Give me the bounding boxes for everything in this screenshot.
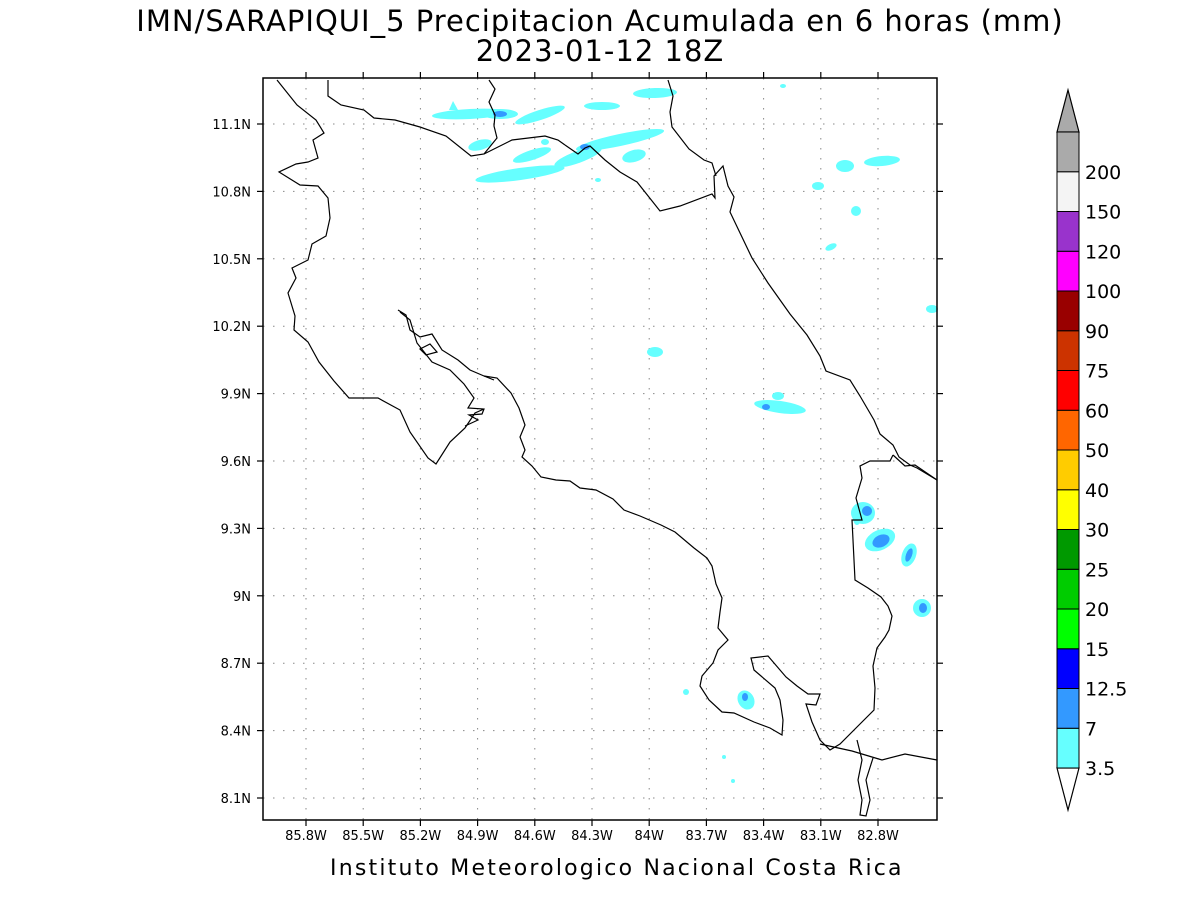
colorbar-label: 100 (1085, 281, 1121, 303)
colorbar-swatch (1056, 370, 1080, 411)
lon-label: 84W (634, 829, 664, 844)
lat-label: 9.9N (221, 388, 251, 403)
colorbar-label: 120 (1085, 241, 1121, 263)
footer-credit: Instituto Meteorologico Nacional Costa R… (330, 856, 904, 881)
colorbar-swatch (1056, 489, 1080, 530)
map-grid (263, 78, 937, 820)
lat-label: 8.4N (221, 725, 251, 740)
lat-label: 9.3N (221, 522, 251, 537)
colorbar-swatch (1056, 529, 1080, 570)
chart-date: 2023-01-12 18Z (475, 34, 725, 68)
lat-label: 9.6N (221, 455, 251, 470)
lat-label: 10.8N (212, 185, 251, 200)
coastline (276, 79, 938, 817)
colorbar-label: 60 (1085, 400, 1109, 422)
lon-label: 85.8W (285, 829, 327, 844)
colorbar-swatch (1056, 449, 1080, 491)
colorbar-label: 40 (1085, 480, 1109, 502)
lat-label: 8.7N (221, 657, 251, 672)
colorbar-upper-arrow (1056, 87, 1080, 133)
colorbar-label: 150 (1085, 202, 1121, 224)
colorbar-swatch (1056, 131, 1080, 173)
colorbar-swatch (1056, 688, 1080, 729)
colorbar-swatch (1056, 290, 1080, 332)
colorbar-swatch (1056, 211, 1080, 252)
chart-title: IMN/SARAPIQUI_5 Precipitacion Acumulada … (136, 4, 1064, 38)
colorbar-label: 12.5 (1085, 679, 1127, 701)
lat-label: 10.2N (212, 320, 251, 335)
colorbar-swatch (1056, 727, 1080, 769)
axis-ticks: 11.1N 10.8N 10.5N 10.2N 9.9N 9.6N 9.3N 9N 8.7N 8.… (212, 72, 943, 844)
colorbar-swatch (1056, 171, 1080, 212)
lon-label: 85.5W (342, 829, 384, 844)
colorbar-label: 50 (1085, 440, 1109, 462)
lat-label: 10.5N (212, 253, 251, 268)
lat-label: 11.1N (212, 118, 251, 133)
colorbar-swatch (1056, 568, 1080, 610)
lon-label: 83.1W (800, 829, 842, 844)
colorbar-swatch (1056, 608, 1080, 650)
lon-label: 84.9W (457, 829, 499, 844)
lon-label: 84.3W (571, 829, 613, 844)
colorbar-swatch (1056, 409, 1080, 451)
lat-label: 9N (233, 590, 251, 605)
lon-label: 83.7W (685, 829, 727, 844)
colorbar-label: 7 (1085, 718, 1097, 740)
colorbar-label: 15 (1085, 639, 1109, 661)
lon-label: 85.2W (399, 829, 441, 844)
colorbar-label: 75 (1085, 361, 1109, 383)
lon-label: 83.4W (743, 829, 785, 844)
colorbar-swatch (1056, 648, 1080, 689)
colorbar-swatch (1056, 330, 1080, 371)
colorbar-label: 90 (1085, 321, 1109, 343)
lon-label: 82.8W (857, 829, 899, 844)
lon-label: 84.6W (514, 829, 556, 844)
colorbar-label: 25 (1085, 559, 1109, 581)
colorbar-label: 30 (1085, 520, 1109, 542)
colorbar-swatch (1056, 250, 1080, 292)
map-frame (262, 77, 938, 821)
colorbar-lower-arrow (1056, 767, 1080, 813)
colorbar: 3.5 7 12.5 15 20 25 30 40 50 60 75 90 100 120 150 200 (1056, 87, 1127, 813)
precipitation-areas (432, 84, 938, 783)
lat-label: 8.1N (221, 792, 251, 807)
colorbar-label: 200 (1085, 162, 1121, 184)
colorbar-label: 20 (1085, 599, 1109, 621)
colorbar-label: 3.5 (1085, 758, 1115, 780)
